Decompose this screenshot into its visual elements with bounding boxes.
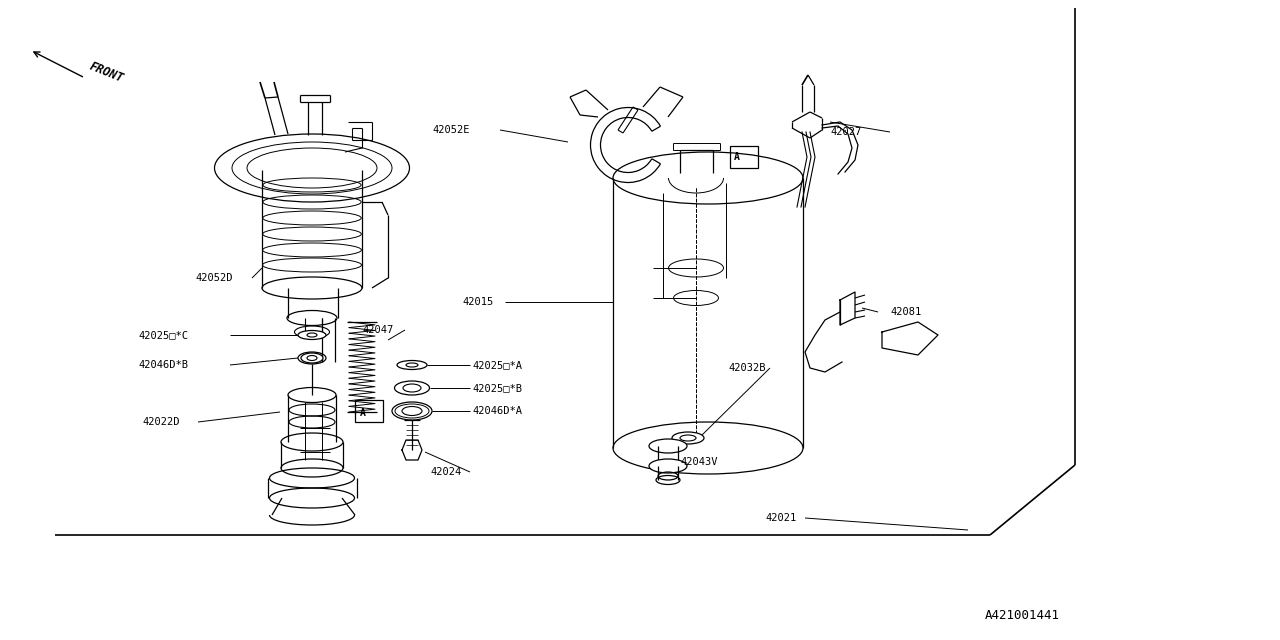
Ellipse shape xyxy=(394,381,430,395)
Text: 42025□*B: 42025□*B xyxy=(472,383,522,393)
Text: 42025□*A: 42025□*A xyxy=(472,360,522,370)
Text: 42027: 42027 xyxy=(829,127,861,137)
Text: A: A xyxy=(360,408,366,418)
Text: 42052E: 42052E xyxy=(433,125,470,135)
Text: 42022D: 42022D xyxy=(142,417,179,427)
Text: 42043V: 42043V xyxy=(680,457,718,467)
Ellipse shape xyxy=(649,439,687,453)
Ellipse shape xyxy=(649,459,687,473)
Text: 42032B: 42032B xyxy=(728,363,765,373)
Bar xyxy=(730,146,758,168)
Ellipse shape xyxy=(392,402,433,420)
Bar xyxy=(355,400,383,422)
Text: 42081: 42081 xyxy=(890,307,922,317)
Ellipse shape xyxy=(397,360,428,369)
Text: FRONT: FRONT xyxy=(88,60,125,85)
Text: 42021: 42021 xyxy=(765,513,796,523)
Ellipse shape xyxy=(301,353,323,363)
Text: A: A xyxy=(733,152,740,162)
Text: 42046D*B: 42046D*B xyxy=(138,360,188,370)
Ellipse shape xyxy=(672,432,704,444)
Text: 42015: 42015 xyxy=(462,297,493,307)
Text: 42047: 42047 xyxy=(362,325,393,335)
Text: 42025□*C: 42025□*C xyxy=(138,330,188,340)
Text: 42052D: 42052D xyxy=(195,273,233,283)
Ellipse shape xyxy=(298,330,326,339)
Text: A421001441: A421001441 xyxy=(986,609,1060,622)
Text: 42024: 42024 xyxy=(430,467,461,477)
Text: 42046D*A: 42046D*A xyxy=(472,406,522,416)
